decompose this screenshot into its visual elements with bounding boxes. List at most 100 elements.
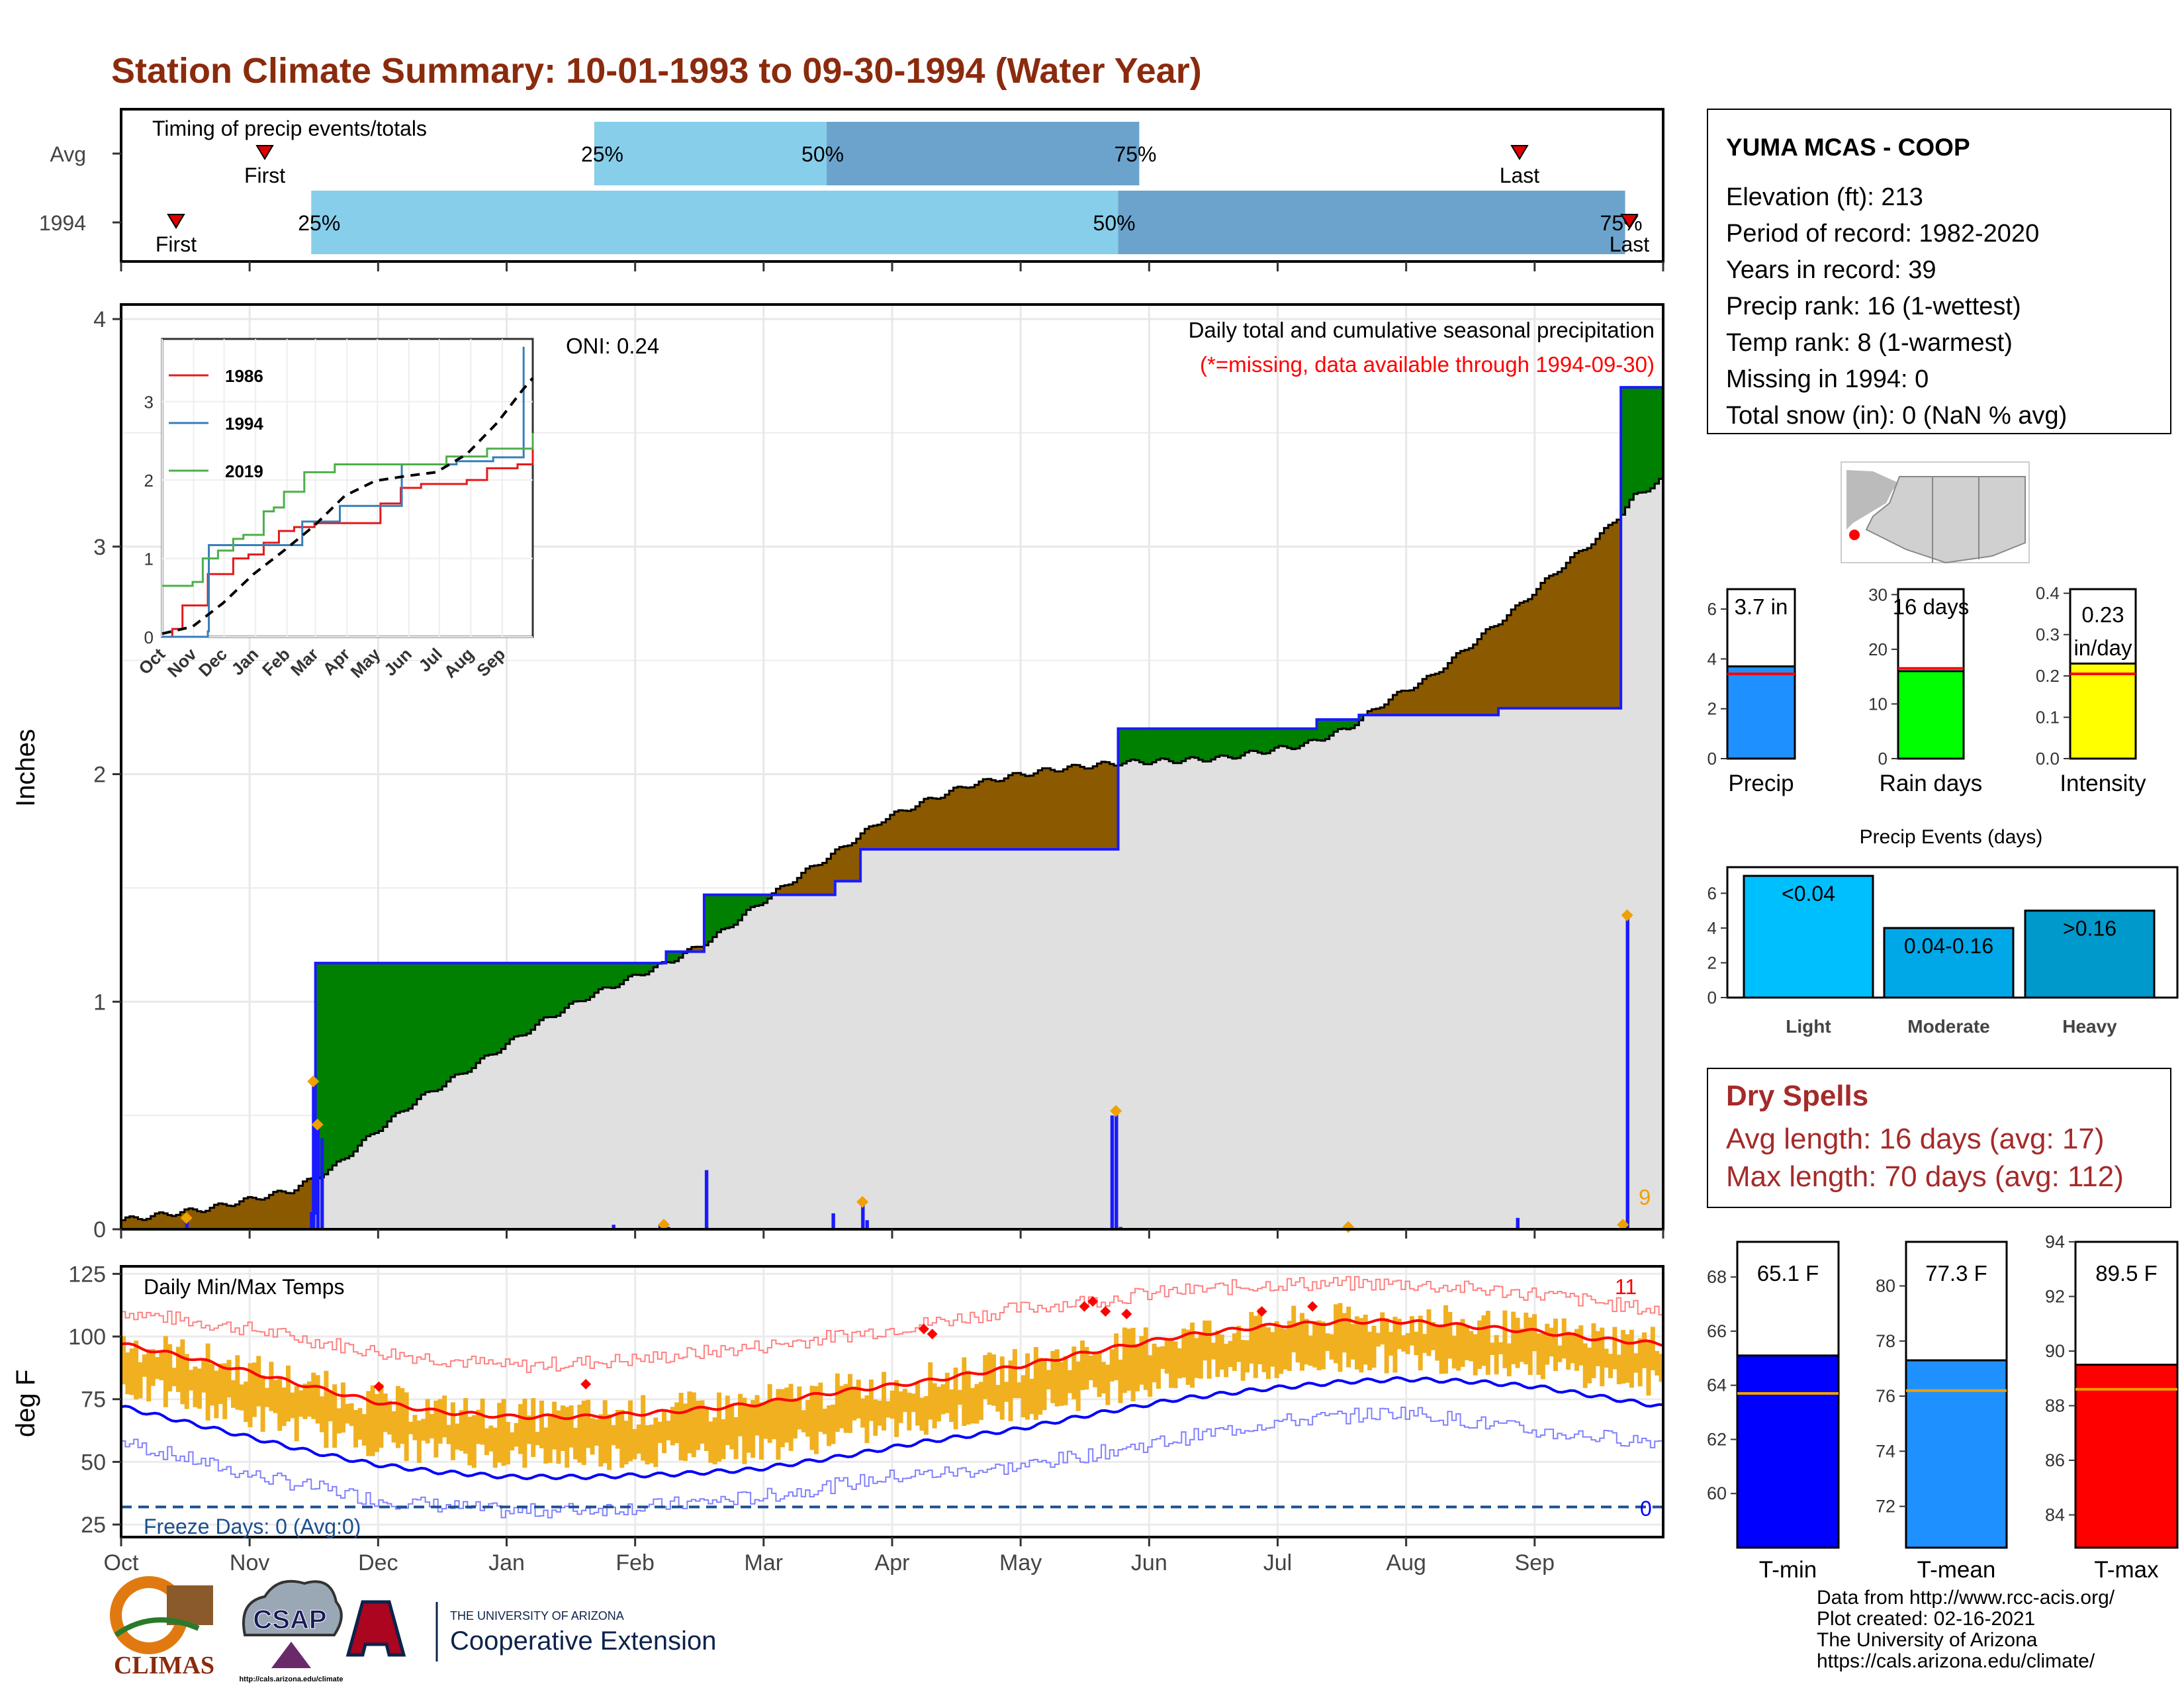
events-bar [2024,910,2156,999]
timing-q50-label: 50% [1093,211,1136,235]
month-label: Nov [230,1550,269,1575]
daily-temp-bar [302,1383,308,1419]
dry-spells-box: Dry Spells Avg length: 16 days (avg: 17) M… [1707,1068,2171,1208]
temp-chart-title: Daily Min/Max Temps [144,1275,344,1299]
month-label: Feb [615,1550,655,1575]
daily-temp-bar [1169,1339,1174,1388]
timing-q50-q75-bar [1118,191,1625,254]
daily-temp-bar [809,1385,815,1450]
daily-temp-bar [1578,1325,1584,1366]
daily-temp-bar [450,1402,455,1460]
daily-temp-bar [1274,1321,1279,1378]
daily-temp-bar [455,1423,460,1450]
daily-temp-bar [501,1399,506,1466]
map-states [1865,476,2026,564]
daily-temp-bar [125,1352,130,1395]
month-label: Jan [488,1550,525,1575]
daily-temp-bar [1300,1313,1304,1371]
daily-temp-bar [772,1400,777,1440]
summary-bar-ytick-label: 2 [1707,699,1717,719]
daily-temp-bar [999,1356,1005,1420]
daily-temp-bar [940,1384,946,1415]
average-max-line [120,1318,1664,1421]
daily-temp-bar [1075,1361,1081,1411]
summary-bar-label: Intensity [2060,771,2146,796]
footer-line: Plot created: 02-16-2021 [1817,1608,2035,1630]
daily-temp-bar [210,1364,215,1406]
daily-precip-marker [307,1075,320,1088]
dry-spells-title: Dry Spells [1726,1080,1868,1112]
daily-temp-bar [408,1421,414,1434]
daily-temp-bar [1008,1360,1013,1421]
daily-temp-bar [983,1354,988,1399]
temp-ytick-label: 100 [68,1325,106,1350]
daily-temp-bar [235,1355,240,1410]
daily-temp-bar [915,1383,921,1426]
events-category-label: Light [1786,1016,1831,1037]
freeze-count: 0 [1640,1497,1652,1521]
climas-logo-swoosh [114,1617,200,1638]
daily-temp-bar [155,1356,160,1380]
temp-summary-ytick-label: 76 [1876,1386,1895,1406]
daily-temp-bar [907,1392,912,1430]
daily-temp-bar [886,1401,891,1418]
daily-temp-bars [121,1303,1664,1470]
daily-temp-bar [1409,1316,1414,1346]
daily-temp-bar [336,1408,341,1434]
daily-temp-bar [1346,1307,1351,1368]
daily-temp-bar [949,1389,954,1423]
daily-temp-bar [1477,1320,1482,1370]
daily-temp-bar [328,1390,333,1422]
daily-temp-bar [1109,1349,1115,1382]
daily-temp-bar [442,1395,447,1438]
daily-temp-bar [159,1350,164,1381]
daily-temp-bar [944,1372,950,1413]
daily-temp-bar [1519,1329,1524,1362]
record-temp-marker [1100,1306,1111,1317]
events-category-label: Heavy [2062,1016,2117,1037]
daily-temp-bar [1228,1340,1233,1368]
oni-label: ONI: 0.24 [566,334,659,358]
daily-temp-bar [813,1385,819,1454]
daily-temp-bar [1469,1331,1474,1362]
daily-temp-bar [201,1358,206,1393]
dry-spells-frame [1707,1068,2171,1208]
daily-temp-bar [763,1402,768,1439]
timing-marker [1620,214,1639,229]
daily-temp-bar [1655,1350,1660,1376]
daily-precip-bar [185,1217,189,1229]
daily-temp-bar [1143,1327,1148,1390]
daily-temp-bar [1608,1354,1613,1378]
station-frame [1707,109,2171,434]
events-bar-label: <0.04 [1782,882,1835,906]
daily-temp-bar [518,1404,523,1454]
daily-precip-bar [1110,1115,1115,1229]
daily-temp-bar [404,1392,409,1461]
daily-temp-bar [987,1352,992,1405]
daily-temp-bar [1456,1323,1461,1371]
daily-temp-bar [1215,1331,1220,1378]
summary-bar-ytick-label: 30 [1868,585,1888,604]
summary-bar-ytick-label: 0.0 [2036,749,2060,769]
daily-temp-bar [1443,1305,1449,1374]
temp-summary-ytick-label: 88 [2045,1396,2065,1416]
daily-temp-bar [611,1425,616,1446]
daily-temp-bar [1527,1317,1533,1376]
daily-temp-bar [353,1410,359,1448]
daily-temp-bar [315,1375,320,1424]
daily-precip-bar [312,1081,316,1229]
daily-temp-bar [1080,1340,1085,1390]
daily-temp-bar [801,1410,806,1432]
daily-temp-bar [1464,1326,1469,1360]
daily-temp-bar [467,1417,473,1466]
daily-temp-bar [1325,1333,1330,1352]
inset-average-line [161,377,534,635]
daily-temp-bar [678,1393,684,1461]
daily-temp-bar [932,1383,937,1429]
station-info-line: Years in record: 39 [1726,256,1936,284]
daily-temp-bar [1287,1321,1292,1371]
station-info-line: Precip rank: 16 (1-wettest) [1726,293,2021,320]
daily-temp-bar [928,1362,933,1420]
record-min-line [121,1406,1663,1519]
daily-temp-bar [995,1385,1001,1412]
